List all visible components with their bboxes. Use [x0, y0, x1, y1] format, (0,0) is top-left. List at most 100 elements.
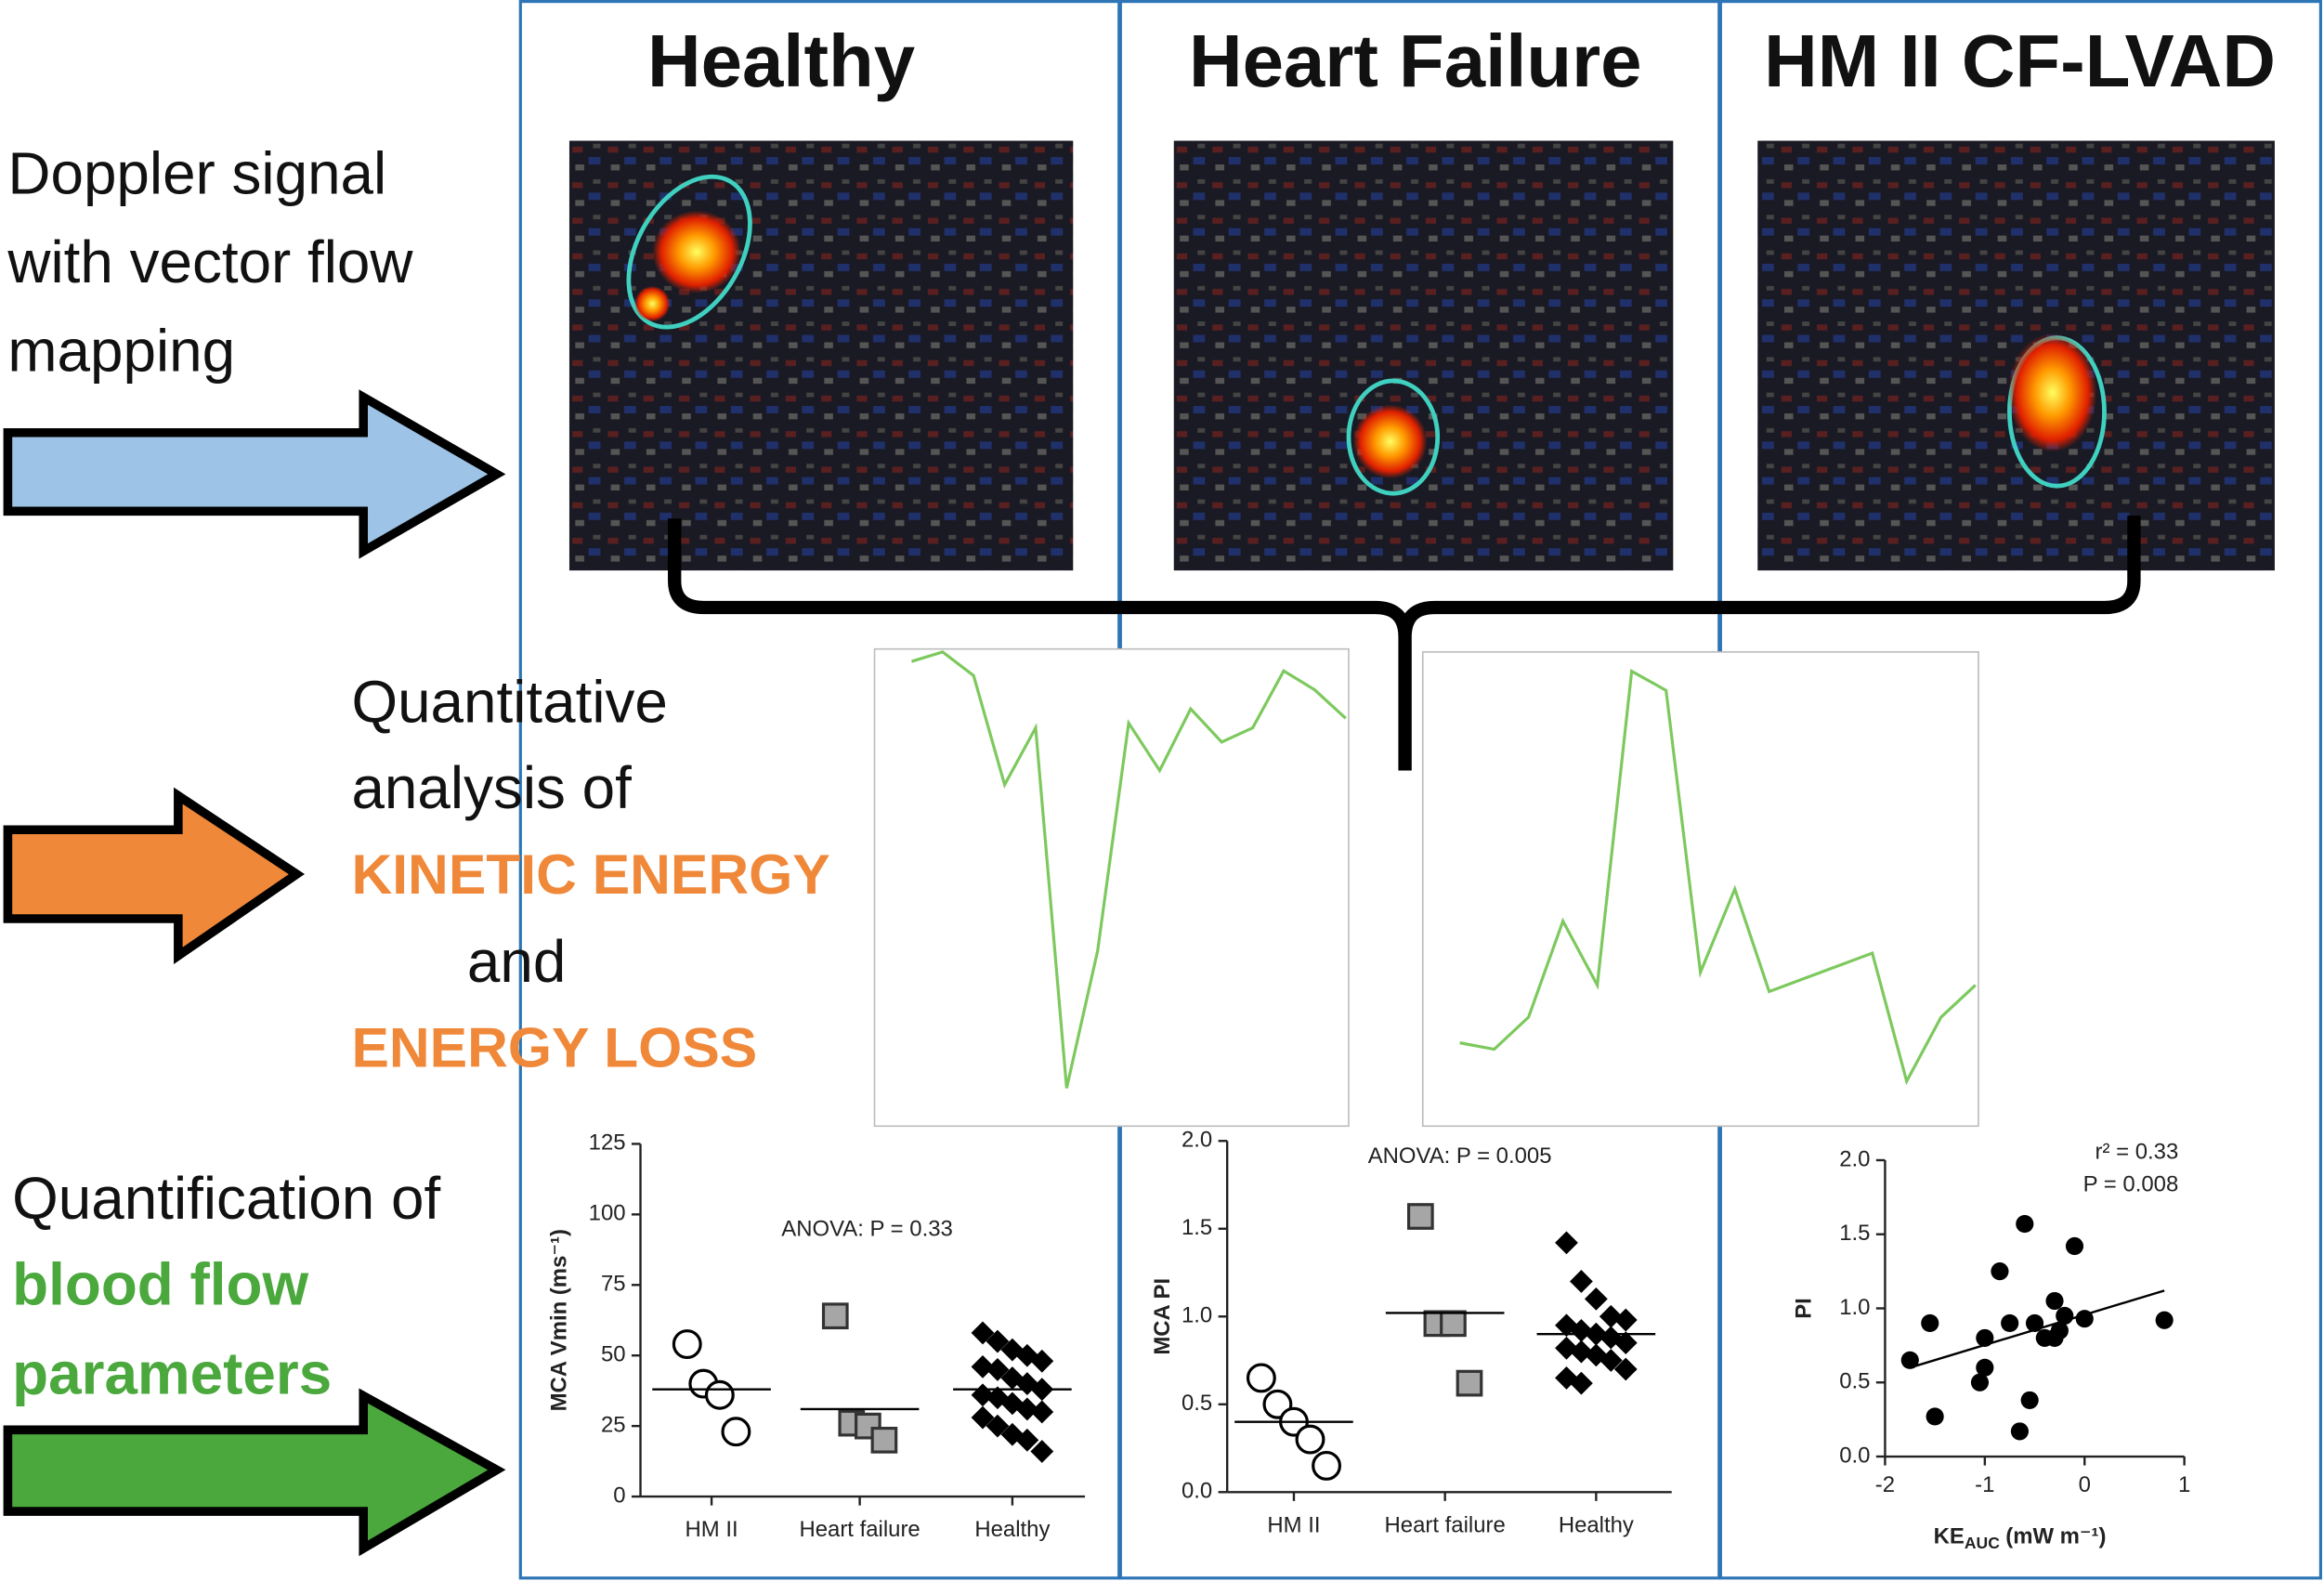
dot: [1970, 1373, 1990, 1392]
dot: [1900, 1351, 1919, 1369]
x-tick-label: Heart failure: [1385, 1512, 1506, 1537]
dot: [1015, 1397, 1039, 1421]
ultrasound-images: [568, 140, 2275, 571]
y-tick-label: 1.5: [1182, 1215, 1212, 1240]
x-tick-label: 0: [2079, 1472, 2091, 1497]
panel-title: HM II CF-LVAD: [1764, 20, 2276, 102]
panel-title: Healthy: [647, 20, 915, 102]
dot: [1555, 1231, 1578, 1255]
y-tick-label: 2.0: [1839, 1146, 1870, 1171]
y-tick-label: 1.5: [1839, 1221, 1870, 1246]
dot: [821, 1302, 849, 1330]
arrow-green: [3, 1388, 506, 1557]
x-axis-label-part: (mW m⁻¹): [2005, 1524, 2106, 1549]
x-tick-label: -1: [1975, 1472, 1994, 1497]
dot: [2155, 1311, 2174, 1329]
dot: [2001, 1313, 2019, 1333]
x-tick-label: Heart failure: [799, 1517, 920, 1542]
y-tick-label: 100: [589, 1201, 626, 1226]
label: Quantitative: [351, 669, 667, 736]
dot: [1921, 1313, 1939, 1333]
dot: [986, 1414, 1010, 1438]
dot: [2020, 1391, 2039, 1409]
x-axis-label: KEAUC (mW m⁻¹): [1934, 1524, 2107, 1552]
dot: [971, 1354, 995, 1378]
annotation: r² = 0.33: [2096, 1139, 2179, 1164]
line: [1459, 668, 1977, 1086]
x-axis-label-part: KE: [1934, 1524, 1965, 1549]
brace: [668, 516, 2141, 771]
dot: [1440, 1310, 1467, 1338]
label: parameters: [12, 1339, 332, 1406]
x-tick-label: 1: [2178, 1472, 2190, 1497]
dot: [2010, 1422, 2029, 1441]
label: blood flow: [12, 1251, 308, 1318]
label: with vector flow: [7, 229, 413, 295]
label: Quantification of: [12, 1165, 440, 1232]
dot: [1926, 1407, 1944, 1426]
dot: [2025, 1313, 2044, 1333]
dot: [1312, 1450, 1342, 1481]
dot: [971, 1405, 995, 1430]
dot: [1406, 1203, 1434, 1230]
dot: [1613, 1357, 1638, 1381]
annotation: ANOVA: P = 0.33: [781, 1216, 953, 1241]
dot: [1456, 1369, 1483, 1397]
label: analysis of: [351, 754, 632, 821]
x-tick-label: Healthy: [1559, 1512, 1634, 1537]
chart-background: [1421, 651, 1979, 1128]
dot: [672, 1329, 702, 1360]
dot: [1991, 1262, 2009, 1281]
label: and: [467, 928, 566, 995]
dot: [1976, 1328, 1994, 1347]
line: [910, 650, 1347, 1089]
y-tick-label: 1.0: [1182, 1303, 1212, 1328]
arrow-blue: [3, 389, 506, 559]
dot: [870, 1426, 898, 1454]
dot: [2056, 1306, 2074, 1326]
dot: [2045, 1291, 2064, 1311]
y-tick-label: 0.5: [1839, 1369, 1870, 1394]
dot: [1030, 1349, 1054, 1373]
dot: [971, 1321, 995, 1345]
chart-background: [873, 647, 1350, 1128]
dot: [2050, 1321, 2069, 1339]
y-axis-label: MCA Vmin (ms⁻¹): [547, 1229, 572, 1411]
y-tick-label: 125: [589, 1130, 626, 1156]
y-tick-label: 50: [601, 1342, 626, 1367]
y-tick-label: 0: [613, 1483, 625, 1508]
dot: [2016, 1215, 2034, 1234]
x-tick-label: Healthy: [974, 1517, 1050, 1542]
label: Doppler signal: [7, 139, 386, 206]
x-axis-label-part: AUC: [1965, 1534, 2000, 1552]
x-tick-label: -2: [1875, 1472, 1895, 1497]
dot: [986, 1329, 1010, 1353]
dot: [1613, 1308, 1638, 1332]
label: KINETIC ENERGY: [351, 843, 829, 906]
dot: [1030, 1400, 1054, 1424]
dot: [2065, 1236, 2084, 1256]
y-tick-label: 25: [601, 1412, 626, 1437]
y-axis-label: MCA PI: [1150, 1278, 1175, 1355]
annotation: P = 0.008: [2083, 1171, 2179, 1196]
dot: [1570, 1270, 1593, 1293]
x-tick-label: HM II: [1267, 1512, 1320, 1537]
y-tick-label: 2.0: [1182, 1128, 1212, 1153]
dot: [1030, 1440, 1054, 1463]
y-axis-label: PI: [1792, 1298, 1817, 1319]
y-tick-label: 75: [601, 1272, 626, 1297]
dot: [1976, 1358, 1994, 1377]
y-tick-label: 1.0: [1839, 1295, 1870, 1320]
dot: [1295, 1424, 1325, 1455]
y-tick-label: 0.5: [1182, 1391, 1212, 1416]
dot: [1584, 1287, 1608, 1311]
annotation: ANOVA: P = 0.005: [1368, 1143, 1552, 1169]
label: mapping: [7, 318, 235, 385]
dot: [704, 1379, 735, 1410]
dot: [855, 1412, 881, 1440]
dot: [721, 1417, 751, 1447]
arrow-orange: [3, 787, 305, 964]
dot: [1613, 1331, 1638, 1355]
x-tick-label: HM II: [685, 1517, 738, 1542]
